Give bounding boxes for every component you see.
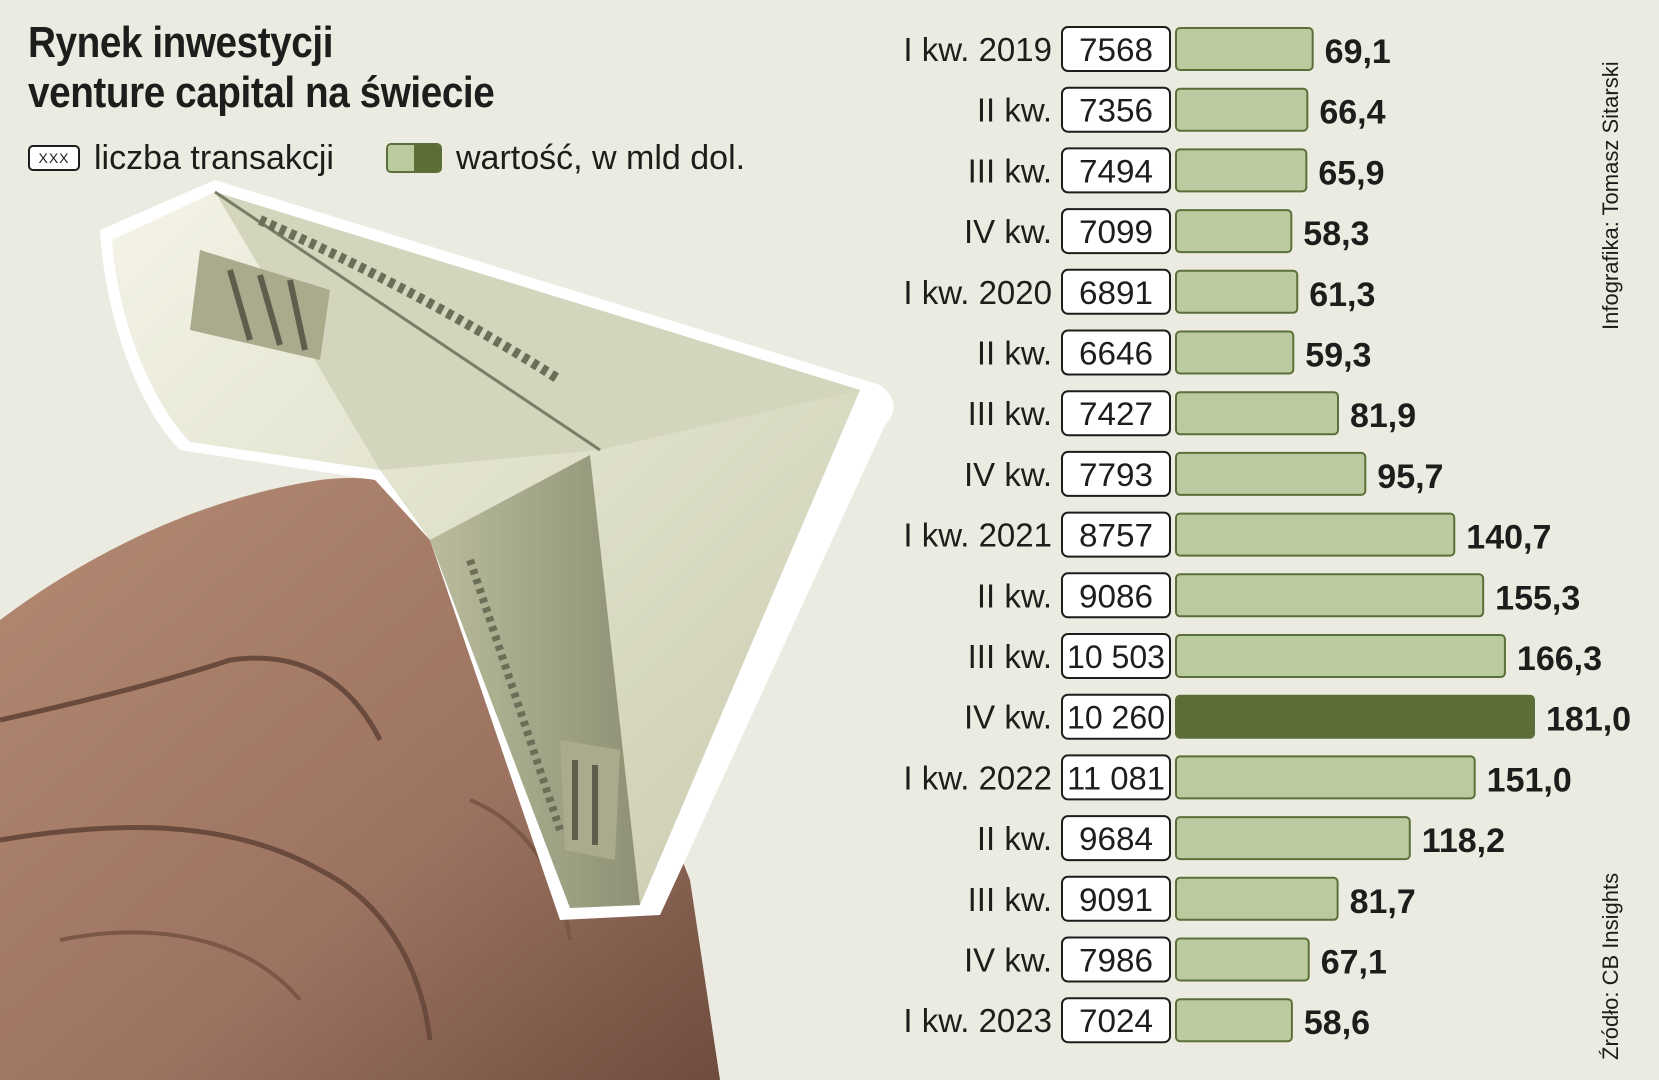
count-label: 7986 bbox=[1079, 943, 1153, 979]
value-bar bbox=[1175, 694, 1535, 739]
value-label: 59,3 bbox=[1305, 337, 1371, 375]
value-bar bbox=[1175, 87, 1309, 132]
count-box bbox=[1061, 572, 1171, 619]
count-label: 7568 bbox=[1079, 32, 1153, 68]
count-box bbox=[1061, 268, 1171, 315]
value-label: 118,2 bbox=[1422, 822, 1505, 860]
value-label: 66,4 bbox=[1319, 94, 1385, 132]
category-label: I kw. 2020 bbox=[903, 274, 1052, 311]
value-label: 151,0 bbox=[1487, 761, 1572, 799]
count-box bbox=[1061, 633, 1171, 679]
value-label: 58,3 bbox=[1303, 215, 1369, 253]
category-label: III kw. bbox=[968, 881, 1052, 918]
value-bar bbox=[1175, 816, 1411, 861]
value-label: 69,1 bbox=[1325, 33, 1391, 71]
category-label: IV kw. bbox=[964, 699, 1052, 736]
value-label: 95,7 bbox=[1377, 458, 1443, 496]
category-label: II kw. bbox=[977, 335, 1052, 372]
title-line-1: Rynek inwestycji bbox=[28, 18, 334, 67]
category-label: IV kw. bbox=[964, 942, 1052, 979]
paper-plane-illustration bbox=[0, 180, 894, 1080]
value-bar bbox=[1175, 27, 1314, 71]
count-box bbox=[1061, 329, 1171, 376]
value-label: 81,9 bbox=[1350, 397, 1416, 435]
value-bar bbox=[1175, 573, 1485, 618]
count-box bbox=[1061, 875, 1171, 922]
category-label: I kw. 2021 bbox=[903, 517, 1052, 554]
value-label: 65,9 bbox=[1318, 154, 1384, 192]
legend-value-label: wartość, w mld dol. bbox=[455, 138, 746, 177]
value-bar bbox=[1175, 755, 1476, 800]
count-label: 10 503 bbox=[1067, 639, 1165, 675]
value-bar bbox=[1175, 634, 1506, 678]
credit-text: Infografika: Tomasz Sitarski bbox=[1598, 61, 1623, 330]
legend-count-box: XXX bbox=[28, 145, 80, 171]
banknote-plane bbox=[100, 180, 894, 920]
count-label: 7427 bbox=[1079, 396, 1153, 432]
value-label: 81,7 bbox=[1350, 883, 1416, 921]
count-box bbox=[1061, 754, 1171, 801]
count-label: 7793 bbox=[1079, 457, 1153, 493]
category-label: III kw. bbox=[968, 638, 1052, 675]
count-box bbox=[1061, 147, 1171, 194]
count-box bbox=[1061, 936, 1171, 983]
count-label: 8757 bbox=[1079, 518, 1153, 554]
value-bar bbox=[1175, 937, 1310, 982]
value-label: 181,0 bbox=[1546, 701, 1631, 739]
value-bar bbox=[1175, 876, 1339, 921]
count-label: 7099 bbox=[1079, 214, 1153, 250]
value-bar bbox=[1175, 330, 1295, 375]
category-label: IV kw. bbox=[964, 213, 1052, 250]
value-bar bbox=[1175, 269, 1299, 314]
category-label: IV kw. bbox=[964, 456, 1052, 493]
count-label: 7494 bbox=[1079, 153, 1153, 189]
value-bar bbox=[1175, 148, 1308, 193]
title-line-2: venture capital na świecie bbox=[28, 68, 495, 117]
count-label: 6646 bbox=[1079, 336, 1153, 372]
count-label: 9684 bbox=[1079, 821, 1153, 857]
value-bar bbox=[1175, 451, 1367, 496]
value-label: 155,3 bbox=[1495, 579, 1580, 617]
count-label: 9086 bbox=[1079, 578, 1153, 614]
value-bar bbox=[1175, 391, 1339, 436]
category-label: I kw. 2022 bbox=[903, 759, 1052, 796]
category-label: III kw. bbox=[968, 395, 1052, 432]
count-box bbox=[1061, 390, 1171, 437]
count-label: 9091 bbox=[1079, 882, 1153, 918]
count-box bbox=[1061, 208, 1171, 255]
count-box bbox=[1061, 86, 1171, 133]
category-label: II kw. bbox=[977, 92, 1052, 129]
count-box bbox=[1061, 997, 1171, 1044]
category-label: II kw. bbox=[977, 577, 1052, 614]
value-label: 140,7 bbox=[1466, 519, 1551, 557]
count-box bbox=[1061, 450, 1171, 497]
legend-count-label: liczba transakcji bbox=[94, 138, 334, 177]
value-label: 58,6 bbox=[1304, 1004, 1370, 1042]
category-label: II kw. bbox=[977, 820, 1052, 857]
value-label: 61,3 bbox=[1309, 276, 1375, 314]
count-box bbox=[1061, 511, 1171, 558]
count-label: 7356 bbox=[1079, 93, 1153, 129]
count-label: 10 260 bbox=[1067, 700, 1165, 736]
count-label: 7024 bbox=[1079, 1003, 1153, 1039]
value-bar bbox=[1175, 998, 1293, 1043]
value-bar bbox=[1175, 209, 1293, 254]
chart-title: Rynek inwestycji venture capital na świe… bbox=[28, 18, 495, 118]
count-label: 6891 bbox=[1079, 275, 1153, 311]
value-label: 166,3 bbox=[1517, 640, 1602, 678]
category-label: I kw. 2023 bbox=[903, 1002, 1052, 1039]
count-box bbox=[1061, 26, 1171, 72]
category-label: III kw. bbox=[968, 152, 1052, 189]
count-box bbox=[1061, 815, 1171, 862]
legend-value-swatch bbox=[385, 143, 442, 173]
value-label: 67,1 bbox=[1321, 944, 1387, 982]
value-bar bbox=[1175, 512, 1456, 557]
count-label: 11 081 bbox=[1067, 760, 1165, 796]
count-box bbox=[1061, 693, 1171, 740]
category-label: I kw. 2019 bbox=[903, 31, 1052, 68]
source-text: Źródło: CB Insights bbox=[1598, 872, 1623, 1060]
legend: XXX liczba transakcji wartość, w mld dol… bbox=[28, 138, 797, 178]
